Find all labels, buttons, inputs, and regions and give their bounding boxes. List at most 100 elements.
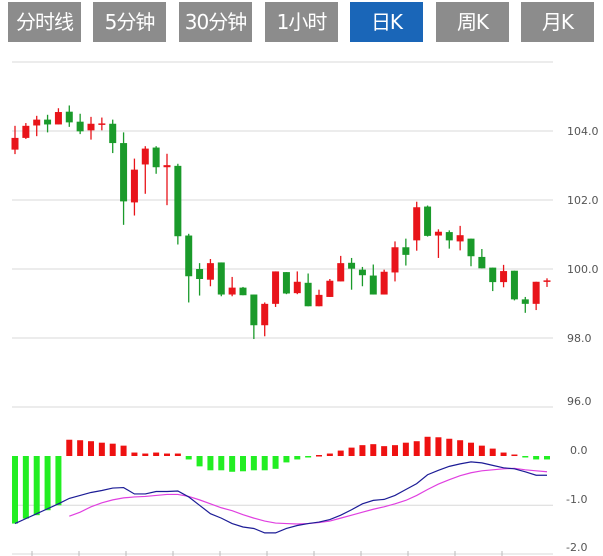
candle-body: [174, 165, 182, 237]
macd-bar: [109, 443, 116, 456]
candle-body: [141, 148, 149, 165]
macd-bar: [305, 456, 312, 458]
candle-body: [33, 119, 41, 126]
macd-bar: [174, 453, 181, 456]
macd-bar: [544, 456, 550, 460]
candle-body: [130, 169, 138, 203]
candle-body: [239, 287, 247, 296]
candle-body: [337, 263, 345, 282]
candle-body: [196, 269, 204, 280]
macd-bar: [240, 456, 246, 472]
macd-bar: [402, 442, 409, 456]
tab-1hour[interactable]: 1小时: [265, 2, 338, 42]
candle-body: [272, 271, 280, 304]
candle-body: [445, 232, 453, 241]
macd-bar: [326, 453, 333, 456]
macd-bar: [283, 456, 290, 463]
macd-bar: [142, 453, 149, 456]
candle-body: [326, 280, 334, 297]
candle-body: [98, 123, 106, 125]
candle-body: [315, 294, 323, 307]
macd-bar: [348, 447, 355, 456]
candle-body: [228, 287, 236, 295]
tab-30min[interactable]: 30分钟: [179, 2, 252, 42]
macd-bar: [66, 439, 73, 456]
candle-body: [206, 263, 214, 280]
macd-bar: [185, 456, 192, 460]
candle-body: [543, 280, 551, 282]
candle-body: [304, 282, 312, 307]
macd-bar: [381, 446, 388, 456]
candle-body: [217, 262, 225, 295]
macd-bar: [413, 441, 420, 456]
candle-body: [348, 262, 356, 269]
price-tick: 102.0: [567, 194, 599, 207]
tab-monthly-k[interactable]: 月K: [521, 2, 594, 42]
macd-bar: [44, 456, 51, 511]
macd-bar: [478, 445, 485, 456]
macd-bar: [446, 438, 453, 456]
macd-bar: [261, 456, 268, 471]
macd-bar: [370, 444, 377, 456]
candles: [11, 105, 551, 340]
period-tabs: 分时线 5分钟 30分钟 1小时 日K 周K 月K: [0, 0, 603, 45]
macd-bar: [22, 456, 29, 519]
candle-body: [261, 303, 269, 326]
candle-body: [467, 238, 475, 257]
candle-body: [500, 271, 508, 283]
macd-bar: [33, 456, 40, 516]
candle-body: [510, 270, 518, 300]
macd-bar: [435, 437, 442, 456]
candle-body: [22, 125, 30, 138]
macd-bar: [272, 456, 279, 469]
macd-bar: [392, 445, 398, 456]
macd-bar: [229, 456, 236, 472]
candle-body: [11, 137, 19, 150]
candle-body: [44, 119, 52, 125]
macd-tick: -2.0: [566, 541, 587, 554]
price-tick: 96.0: [567, 395, 592, 408]
macd-bar: [250, 456, 257, 471]
tab-weekly-k[interactable]: 周K: [436, 2, 509, 42]
macd-tick: 0.0: [570, 444, 588, 457]
macd-bar: [500, 452, 507, 456]
candle-body: [65, 111, 73, 123]
candle-body: [109, 123, 117, 144]
macd-bar: [153, 452, 160, 456]
macd-bar: [468, 442, 474, 456]
candle-body: [293, 281, 301, 294]
macd-bar: [77, 440, 84, 456]
candle-body: [478, 256, 486, 269]
candle-body: [489, 267, 497, 283]
macd-axis: 0.0 -1.0 -2.0: [566, 444, 588, 554]
candle-body: [413, 207, 421, 241]
macd-bar: [294, 456, 301, 460]
tab-intraday[interactable]: 分时线: [8, 2, 81, 42]
macd-bar: [55, 456, 62, 506]
tab-5min[interactable]: 5分钟: [93, 2, 166, 42]
candle-body: [424, 206, 432, 236]
candle-body: [358, 269, 366, 276]
candle-body: [185, 235, 193, 277]
candle-body: [120, 143, 128, 202]
price-tick: 98.0: [567, 332, 592, 345]
tab-daily-k[interactable]: 日K: [350, 2, 423, 42]
macd-histogram: [12, 436, 550, 524]
macd-bar: [120, 445, 127, 456]
candle-body: [163, 165, 171, 168]
candle-body: [402, 247, 410, 255]
macd-bar: [88, 441, 94, 456]
price-axis: 104.0 102.0 100.0 98.0 96.0: [567, 125, 599, 408]
grid-lines: [12, 61, 553, 556]
candle-body: [434, 231, 442, 236]
macd-bar: [359, 445, 366, 456]
candle-body: [282, 272, 290, 294]
macd-bar: [131, 452, 138, 456]
macd-lines: [14, 461, 548, 534]
macd-bar: [12, 456, 18, 524]
macd-bar: [164, 453, 170, 456]
price-tick: 100.0: [567, 263, 599, 276]
macd-bar: [98, 442, 105, 456]
candle-body: [521, 299, 529, 304]
price-tick: 104.0: [567, 125, 599, 138]
